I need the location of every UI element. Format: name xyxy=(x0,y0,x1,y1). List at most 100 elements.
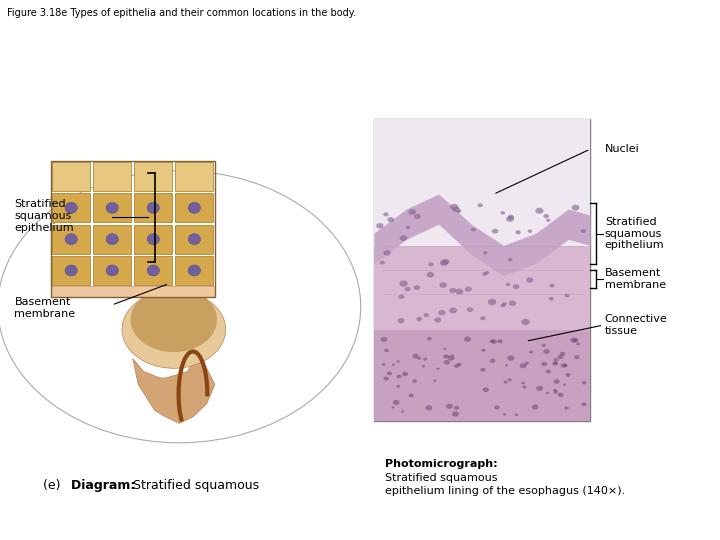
Circle shape xyxy=(558,393,564,397)
Circle shape xyxy=(500,303,505,307)
Circle shape xyxy=(574,355,580,359)
Bar xyxy=(93,193,131,222)
Circle shape xyxy=(400,235,408,241)
Circle shape xyxy=(444,360,450,364)
Circle shape xyxy=(485,271,490,274)
Circle shape xyxy=(427,272,434,278)
Ellipse shape xyxy=(65,202,77,213)
Circle shape xyxy=(525,362,529,365)
Circle shape xyxy=(456,363,462,367)
Bar xyxy=(50,161,215,297)
Circle shape xyxy=(536,386,543,391)
Circle shape xyxy=(477,203,483,207)
Circle shape xyxy=(526,278,534,282)
Circle shape xyxy=(382,363,386,366)
Circle shape xyxy=(508,355,515,361)
Circle shape xyxy=(520,363,526,368)
Circle shape xyxy=(451,354,454,357)
Circle shape xyxy=(564,294,570,298)
Circle shape xyxy=(436,368,440,370)
Circle shape xyxy=(573,339,578,342)
Circle shape xyxy=(552,361,557,366)
Circle shape xyxy=(554,389,557,392)
Circle shape xyxy=(397,375,402,379)
Circle shape xyxy=(397,360,400,363)
Circle shape xyxy=(498,339,503,343)
Circle shape xyxy=(413,285,420,290)
Ellipse shape xyxy=(106,265,118,276)
Circle shape xyxy=(455,289,463,295)
Circle shape xyxy=(453,207,460,212)
Circle shape xyxy=(456,210,462,213)
Bar xyxy=(175,193,213,222)
Ellipse shape xyxy=(188,234,200,245)
Circle shape xyxy=(392,406,395,408)
Ellipse shape xyxy=(188,202,200,213)
Bar xyxy=(175,162,213,191)
Circle shape xyxy=(464,336,471,342)
Circle shape xyxy=(427,337,431,340)
Text: epithelium lining of the esophagus (140×).: epithelium lining of the esophagus (140×… xyxy=(385,487,626,496)
Circle shape xyxy=(130,287,217,352)
Circle shape xyxy=(554,362,558,364)
Circle shape xyxy=(379,260,384,265)
Circle shape xyxy=(546,369,551,374)
Ellipse shape xyxy=(147,234,159,245)
Circle shape xyxy=(423,313,429,317)
Bar xyxy=(374,330,590,421)
Circle shape xyxy=(393,400,400,405)
Bar xyxy=(52,193,90,222)
Text: Diagram:: Diagram: xyxy=(71,480,139,492)
Bar xyxy=(52,256,90,285)
Ellipse shape xyxy=(188,265,200,276)
Circle shape xyxy=(401,410,405,413)
Circle shape xyxy=(503,381,508,383)
Circle shape xyxy=(582,381,586,384)
Circle shape xyxy=(582,402,587,406)
Circle shape xyxy=(494,406,500,409)
Bar xyxy=(374,119,590,255)
Bar xyxy=(134,225,172,254)
Circle shape xyxy=(554,358,559,362)
Circle shape xyxy=(426,406,432,410)
Circle shape xyxy=(446,404,453,409)
Circle shape xyxy=(500,211,505,215)
Bar xyxy=(175,256,213,285)
Bar xyxy=(374,119,590,421)
Circle shape xyxy=(506,216,514,222)
Circle shape xyxy=(516,230,521,234)
Circle shape xyxy=(488,299,496,305)
Circle shape xyxy=(543,349,550,354)
Circle shape xyxy=(505,364,508,366)
Circle shape xyxy=(405,226,410,229)
Circle shape xyxy=(400,280,408,287)
Circle shape xyxy=(480,316,486,320)
Bar xyxy=(134,162,172,191)
Circle shape xyxy=(387,372,392,375)
Bar xyxy=(52,162,90,191)
Circle shape xyxy=(503,413,506,416)
Ellipse shape xyxy=(147,265,159,276)
Bar xyxy=(134,256,172,285)
Ellipse shape xyxy=(65,234,77,245)
Text: Nuclei: Nuclei xyxy=(605,144,639,154)
Circle shape xyxy=(482,272,487,276)
Circle shape xyxy=(423,357,427,361)
Circle shape xyxy=(522,386,526,388)
Polygon shape xyxy=(374,194,590,276)
Circle shape xyxy=(508,258,513,261)
Circle shape xyxy=(508,379,512,381)
Circle shape xyxy=(414,214,420,219)
Circle shape xyxy=(483,251,487,254)
Circle shape xyxy=(450,204,459,210)
Circle shape xyxy=(541,362,547,366)
Circle shape xyxy=(482,387,489,392)
Circle shape xyxy=(417,357,421,360)
Circle shape xyxy=(434,318,441,322)
Circle shape xyxy=(563,364,567,367)
Text: Figure 3.18e Types of epithelia and their common locations in the body.: Figure 3.18e Types of epithelia and thei… xyxy=(7,8,356,18)
Circle shape xyxy=(536,208,544,214)
Circle shape xyxy=(384,250,391,255)
Circle shape xyxy=(428,262,433,266)
Circle shape xyxy=(442,259,449,265)
